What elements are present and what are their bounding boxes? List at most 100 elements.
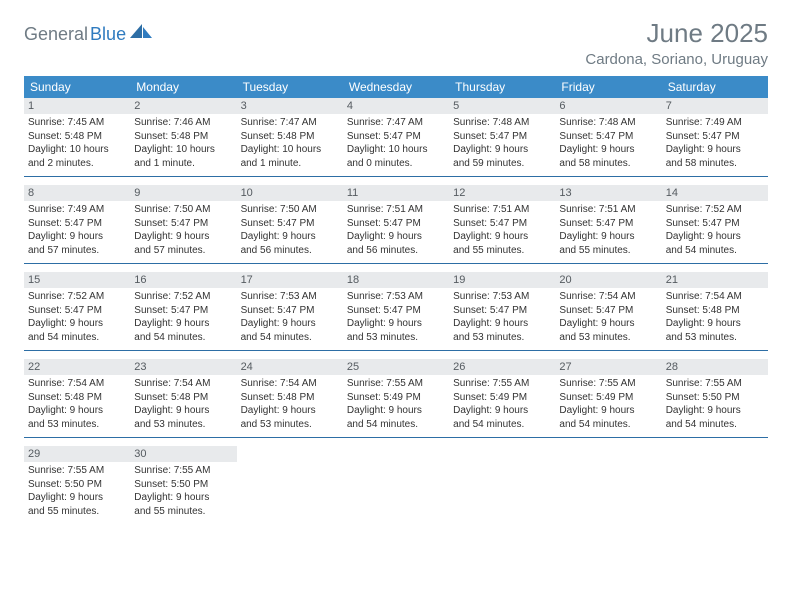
day-info-line: Sunset: 5:50 PM [28, 478, 126, 492]
day-info-line: Daylight: 9 hours [666, 404, 764, 418]
day-number: 28 [662, 359, 768, 375]
day-info-line: Sunrise: 7:53 AM [241, 290, 339, 304]
day-info-line: Daylight: 9 hours [347, 404, 445, 418]
day-info-line: Daylight: 9 hours [241, 317, 339, 331]
day-number: 12 [449, 185, 555, 201]
weekday-header-cell: Wednesday [343, 76, 449, 98]
day-info-line: Sunset: 5:50 PM [134, 478, 232, 492]
day-cell: 21Sunrise: 7:54 AMSunset: 5:48 PMDayligh… [662, 272, 768, 350]
day-number: 9 [130, 185, 236, 201]
day-info-line: and 58 minutes. [666, 157, 764, 171]
sail-icon [130, 24, 152, 45]
day-cell: 16Sunrise: 7:52 AMSunset: 5:47 PMDayligh… [130, 272, 236, 350]
day-cell: 18Sunrise: 7:53 AMSunset: 5:47 PMDayligh… [343, 272, 449, 350]
day-info-line: Sunrise: 7:54 AM [666, 290, 764, 304]
day-cell: 6 Sunrise: 7:48 AMSunset: 5:47 PMDaylight… [555, 98, 661, 176]
day-number: 16 [130, 272, 236, 288]
day-info-line: Sunset: 5:49 PM [347, 391, 445, 405]
day-info-line: Sunrise: 7:49 AM [666, 116, 764, 130]
day-info-line: Daylight: 9 hours [453, 317, 551, 331]
day-info-line: Sunset: 5:47 PM [134, 304, 232, 318]
day-number: 8 [24, 185, 130, 201]
weekday-header-cell: Friday [555, 76, 661, 98]
day-info-line: and 2 minutes. [28, 157, 126, 171]
day-info-line: and 53 minutes. [241, 418, 339, 432]
day-info-line: and 53 minutes. [347, 331, 445, 345]
week-row: 29Sunrise: 7:55 AMSunset: 5:50 PMDayligh… [24, 446, 768, 524]
day-info-line: Sunset: 5:48 PM [134, 391, 232, 405]
day-number: 1 [24, 98, 130, 114]
day-info-line: Daylight: 9 hours [666, 317, 764, 331]
day-info-line: Sunset: 5:50 PM [666, 391, 764, 405]
day-info-line: and 55 minutes. [28, 505, 126, 519]
day-number: 2 [130, 98, 236, 114]
day-cell: 11Sunrise: 7:51 AMSunset: 5:47 PMDayligh… [343, 185, 449, 263]
empty-day-cell [449, 446, 555, 524]
day-info-line: Sunrise: 7:55 AM [453, 377, 551, 391]
day-info-line: Sunset: 5:47 PM [559, 130, 657, 144]
day-info-line: Sunrise: 7:51 AM [453, 203, 551, 217]
day-info-line: and 57 minutes. [134, 244, 232, 258]
calendar: SundayMondayTuesdayWednesdayThursdayFrid… [24, 76, 768, 524]
day-info-line: Daylight: 9 hours [559, 143, 657, 157]
day-info-line: and 54 minutes. [28, 331, 126, 345]
day-number: 13 [555, 185, 661, 201]
day-info-line: Daylight: 9 hours [134, 491, 232, 505]
day-info-line: and 53 minutes. [666, 331, 764, 345]
week-row: 8Sunrise: 7:49 AMSunset: 5:47 PMDaylight… [24, 185, 768, 264]
day-number: 10 [237, 185, 343, 201]
day-info-line: and 1 minute. [241, 157, 339, 171]
day-cell: 25Sunrise: 7:55 AMSunset: 5:49 PMDayligh… [343, 359, 449, 437]
month-title: June 2025 [585, 18, 768, 49]
day-info-line: Sunrise: 7:45 AM [28, 116, 126, 130]
day-info-line: Sunrise: 7:50 AM [134, 203, 232, 217]
week-row: 22Sunrise: 7:54 AMSunset: 5:48 PMDayligh… [24, 359, 768, 438]
day-info-line: and 54 minutes. [666, 418, 764, 432]
day-cell: 20Sunrise: 7:54 AMSunset: 5:47 PMDayligh… [555, 272, 661, 350]
day-info-line: Daylight: 10 hours [28, 143, 126, 157]
calendar-page: General Blue June 2025 Cardona, Soriano,… [0, 0, 792, 550]
day-info-line: Sunrise: 7:50 AM [241, 203, 339, 217]
day-info-line: Daylight: 9 hours [559, 404, 657, 418]
day-number: 15 [24, 272, 130, 288]
day-number: 24 [237, 359, 343, 375]
day-number: 6 [555, 98, 661, 114]
day-info-line: Sunset: 5:47 PM [28, 217, 126, 231]
day-cell: 15Sunrise: 7:52 AMSunset: 5:47 PMDayligh… [24, 272, 130, 350]
day-cell: 14Sunrise: 7:52 AMSunset: 5:47 PMDayligh… [662, 185, 768, 263]
title-block: June 2025 Cardona, Soriano, Uruguay [585, 18, 768, 68]
day-cell: 7Sunrise: 7:49 AMSunset: 5:47 PMDaylight… [662, 98, 768, 176]
day-number: 29 [24, 446, 130, 462]
day-cell: 9Sunrise: 7:50 AMSunset: 5:47 PMDaylight… [130, 185, 236, 263]
day-info-line: Sunset: 5:47 PM [559, 217, 657, 231]
day-cell: 22Sunrise: 7:54 AMSunset: 5:48 PMDayligh… [24, 359, 130, 437]
day-info-line: Sunrise: 7:55 AM [559, 377, 657, 391]
day-info-line: and 58 minutes. [559, 157, 657, 171]
day-number: 22 [24, 359, 130, 375]
day-number: 19 [449, 272, 555, 288]
day-info-line: Sunset: 5:48 PM [28, 391, 126, 405]
weeks-container: 1Sunrise: 7:45 AMSunset: 5:48 PMDaylight… [24, 98, 768, 524]
day-cell: 19Sunrise: 7:53 AMSunset: 5:47 PMDayligh… [449, 272, 555, 350]
day-info-line: and 54 minutes. [241, 331, 339, 345]
day-info-line: Sunset: 5:47 PM [453, 217, 551, 231]
day-info-line: Daylight: 10 hours [347, 143, 445, 157]
day-info-line: and 53 minutes. [134, 418, 232, 432]
day-info-line: and 53 minutes. [559, 331, 657, 345]
day-info-line: Daylight: 9 hours [559, 230, 657, 244]
day-info-line: Sunset: 5:48 PM [666, 304, 764, 318]
day-cell: 24Sunrise: 7:54 AMSunset: 5:48 PMDayligh… [237, 359, 343, 437]
day-info-line: and 53 minutes. [28, 418, 126, 432]
day-cell: 23Sunrise: 7:54 AMSunset: 5:48 PMDayligh… [130, 359, 236, 437]
day-info-line: and 53 minutes. [453, 331, 551, 345]
day-info-line: Sunset: 5:48 PM [241, 391, 339, 405]
day-info-line: Daylight: 9 hours [559, 317, 657, 331]
day-info-line: Sunrise: 7:54 AM [241, 377, 339, 391]
day-info-line: Sunrise: 7:48 AM [559, 116, 657, 130]
day-info-line: and 54 minutes. [134, 331, 232, 345]
day-info-line: Sunset: 5:47 PM [241, 304, 339, 318]
day-cell: 29Sunrise: 7:55 AMSunset: 5:50 PMDayligh… [24, 446, 130, 524]
day-info-line: Sunrise: 7:51 AM [559, 203, 657, 217]
weekday-header-cell: Thursday [449, 76, 555, 98]
day-info-line: Sunset: 5:48 PM [241, 130, 339, 144]
